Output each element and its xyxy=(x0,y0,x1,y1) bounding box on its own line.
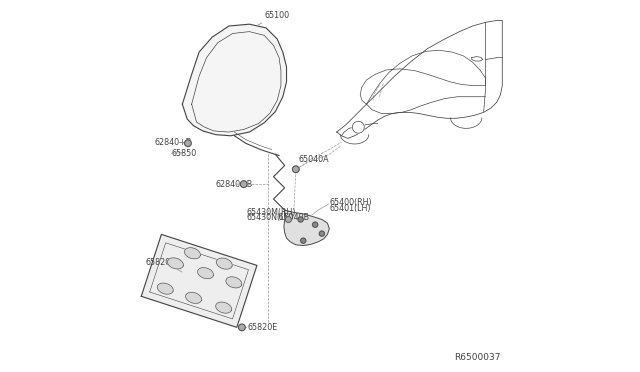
Polygon shape xyxy=(198,267,214,279)
Polygon shape xyxy=(226,277,242,288)
Circle shape xyxy=(184,140,191,147)
Text: 65100: 65100 xyxy=(264,12,289,20)
Text: 65040B: 65040B xyxy=(276,213,309,222)
Circle shape xyxy=(285,217,291,222)
Polygon shape xyxy=(184,248,200,259)
Text: 62840+B: 62840+B xyxy=(216,180,253,189)
Polygon shape xyxy=(182,24,287,136)
Circle shape xyxy=(353,121,364,133)
Text: 65850: 65850 xyxy=(172,149,196,158)
Circle shape xyxy=(319,231,324,236)
Polygon shape xyxy=(186,292,202,304)
Polygon shape xyxy=(284,210,330,246)
Polygon shape xyxy=(216,302,232,313)
Text: 65401(LH): 65401(LH) xyxy=(330,204,371,213)
Text: 62840+B: 62840+B xyxy=(154,138,192,147)
Text: 65430N(LH): 65430N(LH) xyxy=(246,213,294,222)
Polygon shape xyxy=(168,258,184,269)
Circle shape xyxy=(298,217,303,222)
Text: 65400(RH): 65400(RH) xyxy=(330,198,372,207)
Polygon shape xyxy=(157,283,173,294)
Text: R6500037: R6500037 xyxy=(454,353,500,362)
Text: 65430M(RH): 65430M(RH) xyxy=(246,208,296,217)
Circle shape xyxy=(292,166,299,173)
Polygon shape xyxy=(141,234,257,327)
Text: 65820: 65820 xyxy=(145,258,170,267)
Circle shape xyxy=(241,181,247,187)
Text: 65040A: 65040A xyxy=(299,155,330,164)
Polygon shape xyxy=(216,258,232,269)
Circle shape xyxy=(301,238,306,243)
Circle shape xyxy=(239,324,245,331)
Circle shape xyxy=(312,222,318,227)
Text: 65820E: 65820E xyxy=(248,323,278,332)
